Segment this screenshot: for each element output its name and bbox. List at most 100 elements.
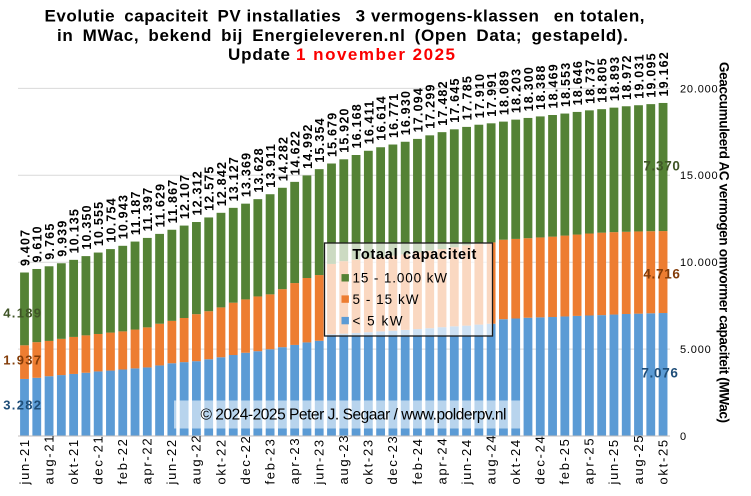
svg-text:10.943: 10.943	[117, 194, 131, 239]
svg-text:jun-21: jun-21	[17, 438, 32, 485]
svg-text:7.370: 7.370	[643, 158, 680, 173]
svg-text:7.076: 7.076	[641, 366, 678, 381]
svg-text:apr-22: apr-22	[140, 437, 155, 485]
svg-text:dec-23: dec-23	[385, 435, 400, 485]
svg-text:0: 0	[680, 431, 687, 443]
svg-text:16.771: 16.771	[387, 93, 401, 138]
svg-text:feb-25: feb-25	[557, 437, 572, 484]
svg-text:16.614: 16.614	[375, 95, 389, 140]
svg-text:4.716: 4.716	[643, 267, 680, 282]
svg-text:dec-22: dec-22	[238, 435, 253, 485]
svg-text:11.867: 11.867	[166, 179, 180, 224]
svg-text:okt-21: okt-21	[66, 438, 81, 484]
svg-text:15.000: 15.000	[680, 170, 718, 182]
svg-text:5 - 15 kW: 5 - 15 kW	[353, 292, 419, 307]
svg-text:aug-24: aug-24	[483, 434, 498, 485]
svg-text:18.805: 18.805	[596, 57, 610, 102]
svg-text:18.469: 18.469	[546, 63, 560, 108]
svg-text:in MWac, bekend bij Energielev: in MWac, bekend bij Energieleveren.nl (O…	[57, 26, 628, 45]
svg-text:Update: Update	[228, 45, 290, 64]
svg-text:14.282: 14.282	[276, 136, 290, 181]
svg-text:14.622: 14.622	[289, 130, 303, 175]
svg-text:< 5 kW: < 5 kW	[353, 313, 403, 328]
svg-text:19.031: 19.031	[632, 53, 646, 98]
svg-text:1.937: 1.937	[3, 352, 42, 367]
svg-text:jun-22: jun-22	[164, 438, 179, 485]
svg-text:18.388: 18.388	[534, 64, 548, 109]
svg-text:okt-23: okt-23	[361, 438, 376, 484]
svg-text:10.350: 10.350	[80, 204, 94, 249]
svg-text:apr-23: apr-23	[287, 437, 302, 485]
svg-text:13.369: 13.369	[239, 152, 253, 197]
svg-text:Totaal capaciteit: Totaal capaciteit	[352, 247, 476, 263]
svg-text:aug-22: aug-22	[189, 434, 204, 485]
svg-text:15 - 1.000 kW: 15 - 1.000 kW	[353, 271, 448, 286]
svg-text:4.189: 4.189	[3, 305, 42, 320]
svg-text:11.629: 11.629	[154, 183, 168, 228]
svg-text:18.646: 18.646	[571, 60, 585, 105]
svg-text:9.407: 9.407	[18, 229, 32, 266]
svg-text:16.168: 16.168	[350, 103, 364, 148]
svg-text:16.930: 16.930	[399, 90, 413, 135]
svg-text:18.737: 18.737	[583, 58, 597, 103]
svg-text:jun-25: jun-25	[606, 438, 621, 485]
svg-text:15.679: 15.679	[325, 112, 339, 157]
svg-text:Evolutie capaciteit PV install: Evolutie capaciteit PV installaties 3 ve…	[45, 6, 645, 25]
svg-text:17.094: 17.094	[411, 87, 425, 132]
svg-text:Geaccumuleerd AC vermogen omvo: Geaccumuleerd AC vermogen omvormer capac…	[717, 62, 732, 423]
svg-text:okt-25: okt-25	[655, 438, 670, 484]
svg-text:9.765: 9.765	[43, 223, 57, 260]
svg-text:15.354: 15.354	[313, 117, 327, 162]
svg-text:feb-23: feb-23	[262, 437, 277, 484]
svg-text:12.107: 12.107	[178, 174, 192, 219]
svg-text:14.992: 14.992	[301, 123, 315, 168]
svg-text:17.482: 17.482	[436, 80, 450, 125]
svg-text:15.920: 15.920	[338, 107, 352, 152]
svg-text:13.127: 13.127	[227, 156, 241, 201]
svg-text:1 november 2025: 1 november 2025	[296, 45, 455, 64]
svg-text:aug-21: aug-21	[41, 434, 56, 485]
svg-text:11.397: 11.397	[141, 187, 155, 232]
svg-text:12.575: 12.575	[203, 165, 217, 210]
svg-text:© 2024-2025 Peter J. Segaar /: © 2024-2025 Peter J. Segaar / www.polder…	[201, 407, 507, 424]
svg-text:feb-22: feb-22	[115, 437, 130, 484]
svg-text:okt-22: okt-22	[213, 438, 228, 484]
svg-text:18.553: 18.553	[559, 62, 573, 107]
svg-text:jun-24: jun-24	[459, 438, 474, 485]
svg-text:3.282: 3.282	[3, 398, 42, 413]
svg-text:jun-23: jun-23	[312, 438, 327, 485]
svg-text:aug-25: aug-25	[631, 434, 646, 485]
svg-text:19.162: 19.162	[657, 51, 671, 96]
svg-text:13.628: 13.628	[252, 147, 266, 192]
svg-text:apr-25: apr-25	[582, 437, 597, 485]
svg-text:17.645: 17.645	[448, 77, 462, 122]
svg-text:10.135: 10.135	[68, 208, 82, 253]
svg-text:16.411: 16.411	[362, 100, 376, 145]
svg-text:18.203: 18.203	[510, 68, 524, 113]
svg-text:18.893: 18.893	[608, 56, 622, 101]
svg-text:19.095: 19.095	[645, 52, 659, 97]
svg-text:11.187: 11.187	[129, 190, 143, 235]
svg-text:okt-24: okt-24	[508, 438, 523, 484]
svg-text:17.910: 17.910	[473, 73, 487, 118]
svg-text:apr-24: apr-24	[434, 437, 449, 485]
svg-text:10.000: 10.000	[680, 257, 718, 269]
svg-text:13.911: 13.911	[264, 143, 278, 188]
svg-text:aug-23: aug-23	[336, 434, 351, 485]
svg-text:5.000: 5.000	[680, 344, 712, 356]
svg-text:17.991: 17.991	[485, 71, 499, 116]
svg-text:10.754: 10.754	[104, 197, 118, 242]
svg-text:17.299: 17.299	[424, 83, 438, 128]
svg-text:18.972: 18.972	[620, 54, 634, 99]
svg-text:feb-24: feb-24	[410, 437, 425, 484]
svg-text:18.300: 18.300	[522, 66, 536, 111]
svg-text:dec-21: dec-21	[90, 435, 105, 485]
svg-text:10.555: 10.555	[92, 201, 106, 246]
svg-text:20.000: 20.000	[680, 83, 718, 95]
svg-text:9.939: 9.939	[55, 220, 69, 257]
svg-text:17.785: 17.785	[461, 75, 475, 120]
svg-text:12.312: 12.312	[190, 170, 204, 215]
svg-text:18.089: 18.089	[497, 70, 511, 115]
svg-text:dec-24: dec-24	[533, 435, 548, 485]
svg-text:9.610: 9.610	[31, 225, 45, 262]
